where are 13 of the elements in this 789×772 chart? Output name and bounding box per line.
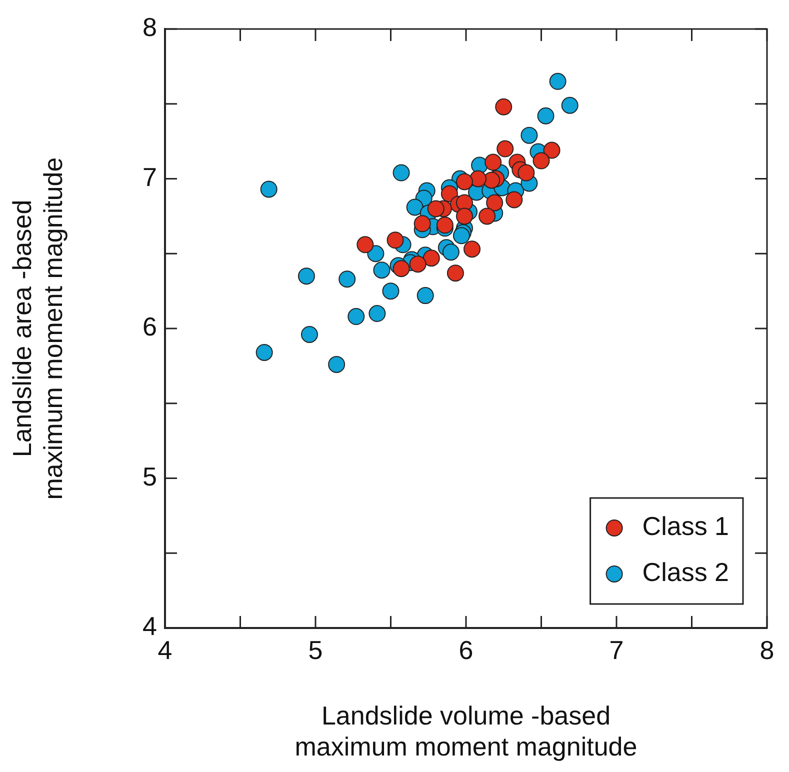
- x-tick-label: 7: [609, 634, 624, 665]
- y-tick-label: 6: [142, 312, 157, 342]
- y-tick-label: 7: [142, 162, 157, 192]
- x-tick-label: 5: [308, 634, 323, 665]
- legend-label: Class 2: [642, 557, 730, 588]
- x-tick-label: 8: [760, 634, 774, 665]
- legend-label: Class 1: [642, 511, 730, 542]
- y-tick-label: 4: [142, 611, 157, 642]
- y-tick-label: 8: [142, 12, 157, 42]
- y-axis-title: Landslide area -based maximum moment magnitude: [6, 157, 68, 500]
- x-axis-title: Landslide volume -based maximum moment magnitude: [294, 700, 638, 762]
- y-tick-label: 5: [142, 461, 157, 492]
- x-tick-label: 6: [458, 634, 474, 665]
